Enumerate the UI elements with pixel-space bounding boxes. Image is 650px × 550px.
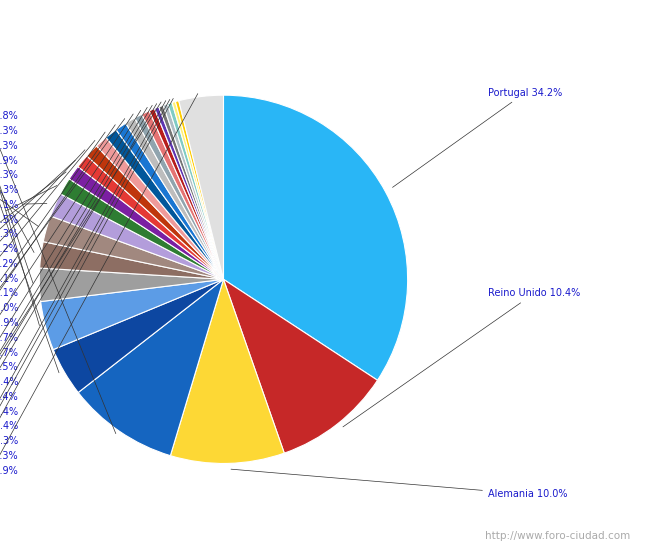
Wedge shape [51,194,224,279]
Text: Alemania 10.0%: Alemania 10.0% [231,469,567,499]
Wedge shape [224,95,408,380]
Wedge shape [53,279,224,393]
Wedge shape [41,279,224,350]
Wedge shape [60,179,224,279]
Text: Estonia 0.4%: Estonia 0.4% [0,106,152,387]
Text: Austria 2.3%: Austria 2.3% [0,185,38,227]
Wedge shape [78,156,224,279]
Wedge shape [163,104,224,279]
Wedge shape [87,146,224,279]
Text: Gandia - Turistas extranjeros según país - Abril de 2024: Gandia - Turistas extranjeros según país… [107,10,543,25]
Text: Ecuador 0.4%: Ecuador 0.4% [0,101,166,431]
Text: EEUU 1.1%: EEUU 1.1% [0,132,105,299]
Text: Argentina 0.3%: Argentina 0.3% [0,100,170,446]
Text: Lituania 0.7%: Lituania 0.7% [0,114,133,343]
Text: Luxemburgo 0.9%: Luxemburgo 0.9% [0,119,125,328]
Wedge shape [125,118,224,279]
Text: Marruecos 1.2%: Marruecos 1.2% [0,150,85,269]
Wedge shape [69,167,224,279]
Wedge shape [40,241,224,279]
Wedge shape [106,130,224,279]
Text: Polonia 4.3%: Polonia 4.3% [0,141,40,326]
Wedge shape [96,138,224,279]
Text: Venezuela 0.3%: Venezuela 0.3% [0,98,174,461]
Text: Bélgica 2.1%: Bélgica 2.1% [0,200,47,210]
Text: http://www.foro-ciudad.com: http://www.foro-ciudad.com [486,531,630,541]
Text: Rumania 0.4%: Rumania 0.4% [0,103,157,402]
Wedge shape [176,101,224,279]
Wedge shape [159,105,224,279]
Text: Suecia 1.5%: Suecia 1.5% [0,185,57,225]
Text: República Checa 0.4%: República Checa 0.4% [0,102,161,417]
Text: Otros 3.9%: Otros 3.9% [0,94,198,476]
Text: Bulgaria 1.3%: Bulgaria 1.3% [0,172,66,239]
Wedge shape [179,95,224,279]
Wedge shape [170,279,284,464]
Text: Reino Unido 10.4%: Reino Unido 10.4% [343,289,580,427]
Wedge shape [172,102,224,279]
Text: Irlanda 1.0%: Irlanda 1.0% [0,125,115,314]
Wedge shape [168,102,224,279]
Text: Brasil 0.7%: Brasil 0.7% [0,111,140,358]
Text: Colombia 1.1%: Colombia 1.1% [0,140,95,284]
Wedge shape [150,108,224,279]
Text: Italia 2.3%: Italia 2.3% [0,170,34,252]
Wedge shape [39,268,224,301]
Wedge shape [135,114,224,279]
Wedge shape [224,279,378,453]
Wedge shape [78,279,224,455]
Text: Países Bajos 4.3%: Países Bajos 4.3% [0,126,59,373]
Wedge shape [43,216,224,279]
Text: Portugal 34.2%: Portugal 34.2% [393,88,562,188]
Wedge shape [142,111,224,279]
Wedge shape [116,123,224,279]
Wedge shape [155,107,224,279]
Text: Dinamarca 1.2%: Dinamarca 1.2% [0,160,75,254]
Text: China 0.5%: China 0.5% [0,107,148,372]
Text: Francia 9.8%: Francia 9.8% [0,112,116,433]
Text: Suiza 2.9%: Suiza 2.9% [0,156,33,283]
